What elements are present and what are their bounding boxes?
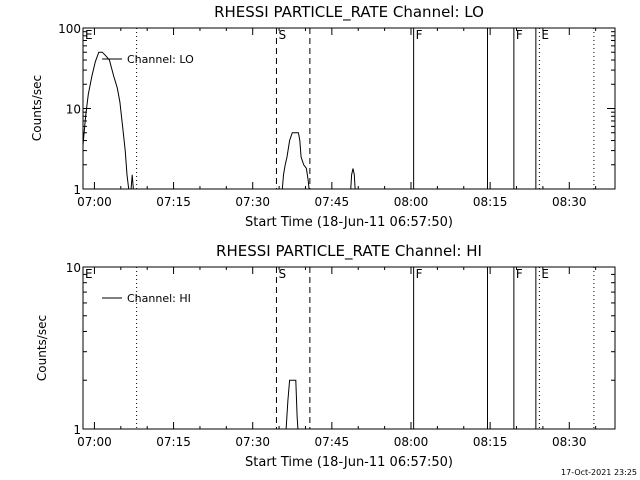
- marker-label: S: [278, 267, 286, 281]
- series-line: [285, 379, 299, 429]
- marker-label: S: [278, 28, 286, 42]
- x-tick-label: 07:00: [77, 195, 112, 209]
- panel-lo: RHESSI PARTICLE_RATE Channel: LO Counts/…: [30, 3, 616, 230]
- plot-frame: [82, 27, 616, 190]
- y-tick-label: 1: [73, 423, 81, 437]
- panel-hi: RHESSI PARTICLE_RATE Channel: HI Counts/…: [35, 242, 616, 470]
- x-tick-label: 07:45: [315, 195, 350, 209]
- y-tick-label: 100: [58, 22, 81, 36]
- x-tick-label: 08:15: [473, 195, 508, 209]
- y-tick-label: 10: [66, 103, 81, 117]
- x-tick-label: 07:30: [235, 435, 270, 449]
- marker-label: F: [416, 267, 423, 281]
- x-tick-label: 07:15: [156, 435, 191, 449]
- marker-label: F: [416, 28, 423, 42]
- x-tick-label: 07:15: [156, 195, 191, 209]
- footer-timestamp: 17-Oct-2021 23:25: [561, 468, 637, 477]
- x-tick-label: 07:45: [315, 435, 350, 449]
- marker-label: E: [85, 28, 93, 42]
- x-tick-label: 08:30: [552, 435, 587, 449]
- marker-label: F: [516, 28, 523, 42]
- marker-label: E: [541, 28, 549, 42]
- series-line: [281, 132, 310, 189]
- y-axis-label: Counts/sec: [30, 75, 44, 141]
- x-tick-label: 07:30: [235, 195, 270, 209]
- x-tick-label: 08:00: [394, 195, 429, 209]
- marker-label: E: [541, 267, 549, 281]
- y-tick-label: 10: [66, 261, 81, 275]
- series-line: [350, 168, 356, 189]
- legend-label: Channel: LO: [127, 53, 194, 66]
- x-tick-label: 08:15: [473, 435, 508, 449]
- chart-title: RHESSI PARTICLE_RATE Channel: LO: [214, 3, 484, 22]
- plot-frame: [82, 266, 616, 430]
- panel-marks: 07:00 07:15 07:30 07:45 08:00 08:15 08:30 1 10 10…: [58, 22, 615, 209]
- x-axis-label: Start Time (18-Jun-11 06:57:50): [245, 215, 453, 230]
- x-tick-label: 07:00: [77, 435, 112, 449]
- panel-marks: 07:00 07:15 07:30 07:45 08:00 08:15 08:30 1 10 E S…: [66, 261, 615, 449]
- y-axis-label: Counts/sec: [35, 315, 49, 381]
- y-tick-label: 1: [73, 183, 81, 197]
- x-tick-label: 08:30: [552, 195, 587, 209]
- x-tick-label: 08:00: [394, 435, 429, 449]
- series-line: [83, 51, 134, 189]
- legend-label: Channel: HI: [127, 292, 191, 305]
- x-axis-label: Start Time (18-Jun-11 06:57:50): [245, 455, 453, 470]
- marker-label: E: [85, 267, 93, 281]
- marker-label: F: [516, 267, 523, 281]
- chart-title: RHESSI PARTICLE_RATE Channel: HI: [216, 242, 482, 261]
